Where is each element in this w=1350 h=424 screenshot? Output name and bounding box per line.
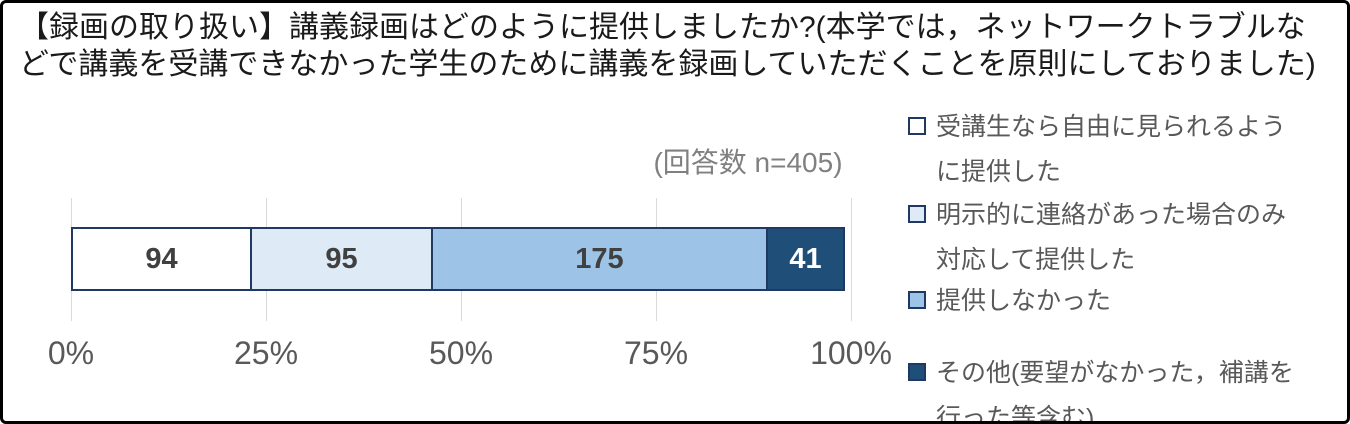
legend: 受講生なら自由に見られるよう に提供した 明示的に連絡があった場合のみ 対応して提… (908, 103, 1340, 424)
legend-marker-icon (908, 205, 926, 223)
bar-segment-value: 175 (575, 242, 624, 275)
bar-segment-value: 94 (145, 242, 178, 275)
x-axis-tick-label: 100% (810, 335, 892, 371)
chart-title: 【録画の取り扱い】講義録画はどのように提供しましたか?(本学では，ネットワークト… (19, 11, 1316, 81)
stacked-bar: 94 95 175 41 (71, 227, 851, 291)
legend-marker-icon (908, 363, 926, 381)
legend-marker-icon (908, 291, 926, 309)
legend-item-1: 受講生なら自由に見られるよう に提供した (908, 105, 1340, 195)
response-count-label: (回答数 n=405) (653, 147, 843, 178)
legend-item-3: 提供しなかった (908, 279, 1340, 324)
x-axis-tick-label: 75% (623, 335, 689, 371)
legend-marker-icon (908, 117, 926, 135)
bar-segment-4: 41 (766, 227, 845, 291)
bar-segment-3: 175 (430, 227, 769, 291)
bar-segment-1: 94 (71, 227, 253, 291)
x-axis-tick-label: 50% (428, 335, 494, 371)
plot-area: 94 95 175 41 (70, 198, 852, 321)
x-axis-tick-label: 0% (47, 335, 95, 371)
x-axis: 0% 25% 50% 75% 100% (48, 335, 892, 375)
gridline (850, 198, 852, 321)
legend-item-4: その他(要望がなかった，補講を 行った等含む) (908, 351, 1340, 424)
bar-segment-value: 41 (789, 242, 822, 275)
legend-item-2: 明示的に連絡があった場合のみ 対応して提供した (908, 193, 1340, 283)
bar-segment-2: 95 (250, 227, 433, 291)
legend-item-label: 明示的に連絡があった場合のみ 対応して提供した (936, 201, 1287, 274)
bar-segment-value: 95 (325, 242, 358, 275)
legend-item-label: その他(要望がなかった，補講を 行った等含む) (936, 359, 1294, 424)
x-axis-tick-label: 25% (233, 335, 299, 371)
legend-item-label: 提供しなかった (936, 287, 1112, 315)
legend-item-label: 受講生なら自由に見られるよう に提供した (936, 113, 1287, 186)
